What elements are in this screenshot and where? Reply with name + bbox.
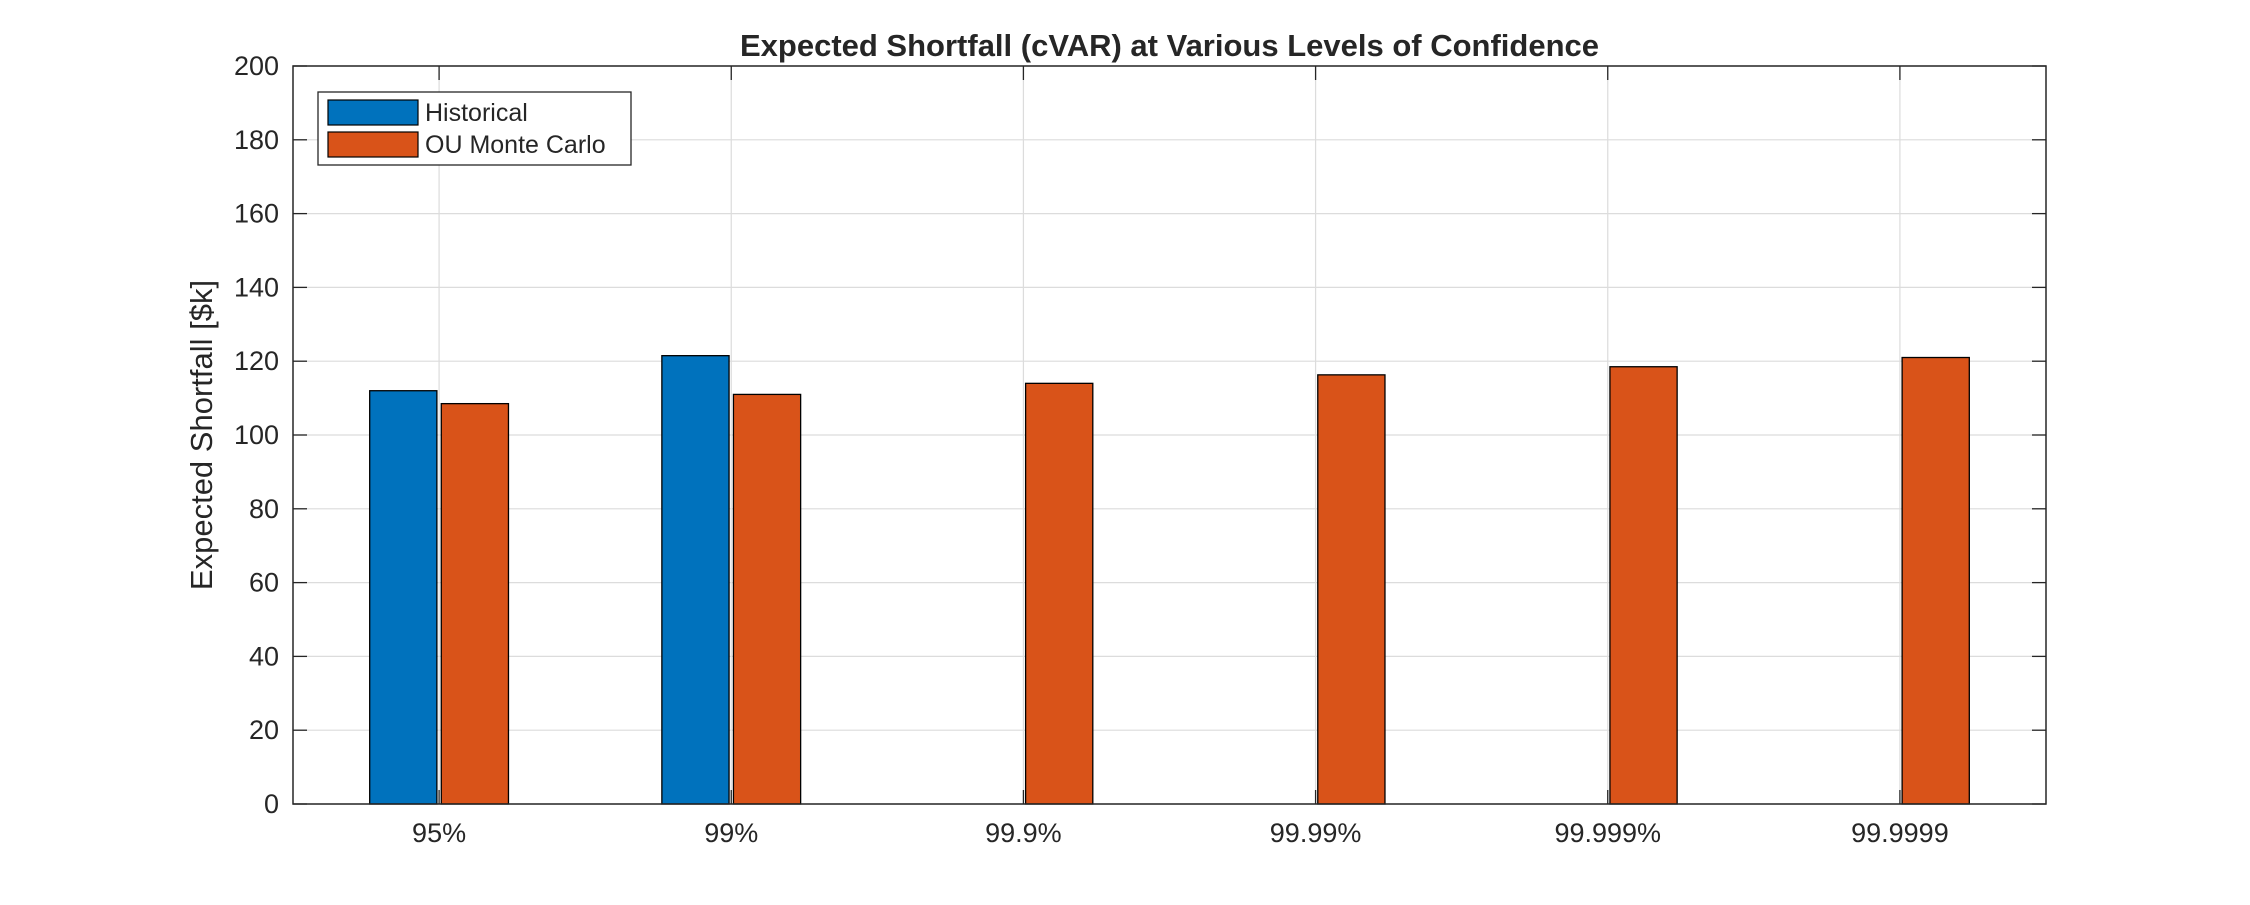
y-tick-label: 0	[264, 789, 279, 819]
bar-ou-monte-carlo	[732, 393, 802, 805]
y-tick-label: 140	[234, 272, 279, 302]
x-tick-label: 99.9999	[1851, 818, 1949, 848]
y-tick-label: 100	[234, 420, 279, 450]
y-tick-label: 120	[234, 346, 279, 376]
y-tick-label: 20	[249, 715, 279, 745]
y-tick-label: 80	[249, 494, 279, 524]
bars	[369, 355, 1970, 805]
bar-historical	[661, 355, 730, 805]
x-tick-label: 99.999%	[1554, 818, 1661, 848]
y-tick-label: 200	[234, 51, 279, 81]
x-tick-label: 99.9%	[985, 818, 1062, 848]
chart-title: Expected Shortfall (cVAR) at Various Lev…	[740, 28, 1599, 63]
y-tick-label: 180	[234, 125, 279, 155]
y-tick-label: 160	[234, 199, 279, 229]
tick-labels: 0 20 40 60 80 100 120 140 160 180 200 95% 99% 99.9% 99…	[234, 51, 1949, 848]
bar-historical	[369, 390, 438, 805]
legend: Historical OU Monte Carlo	[317, 91, 632, 166]
bar-ou-monte-carlo	[1317, 374, 1386, 805]
bar-ou-monte-carlo	[1901, 356, 1970, 805]
legend-label-ou-monte-carlo: OU Monte Carlo	[425, 131, 606, 159]
bar-ou-monte-carlo	[1609, 366, 1678, 805]
legend-swatch-historical	[327, 99, 419, 126]
x-tick-label: 95%	[412, 818, 466, 848]
x-tick-label: 99.99%	[1270, 818, 1362, 848]
axis-ticks	[293, 65, 2046, 805]
y-tick-label: 60	[249, 568, 279, 598]
y-axis-label: Expected Shortfall [$k]	[184, 280, 219, 590]
bar-ou-monte-carlo	[440, 402, 510, 805]
legend-swatch-ou-monte-carlo	[327, 131, 419, 158]
legend-label-historical: Historical	[425, 99, 528, 127]
x-tick-label: 99%	[704, 818, 758, 848]
bar-ou-monte-carlo	[1024, 382, 1094, 805]
y-tick-label: 40	[249, 641, 279, 671]
